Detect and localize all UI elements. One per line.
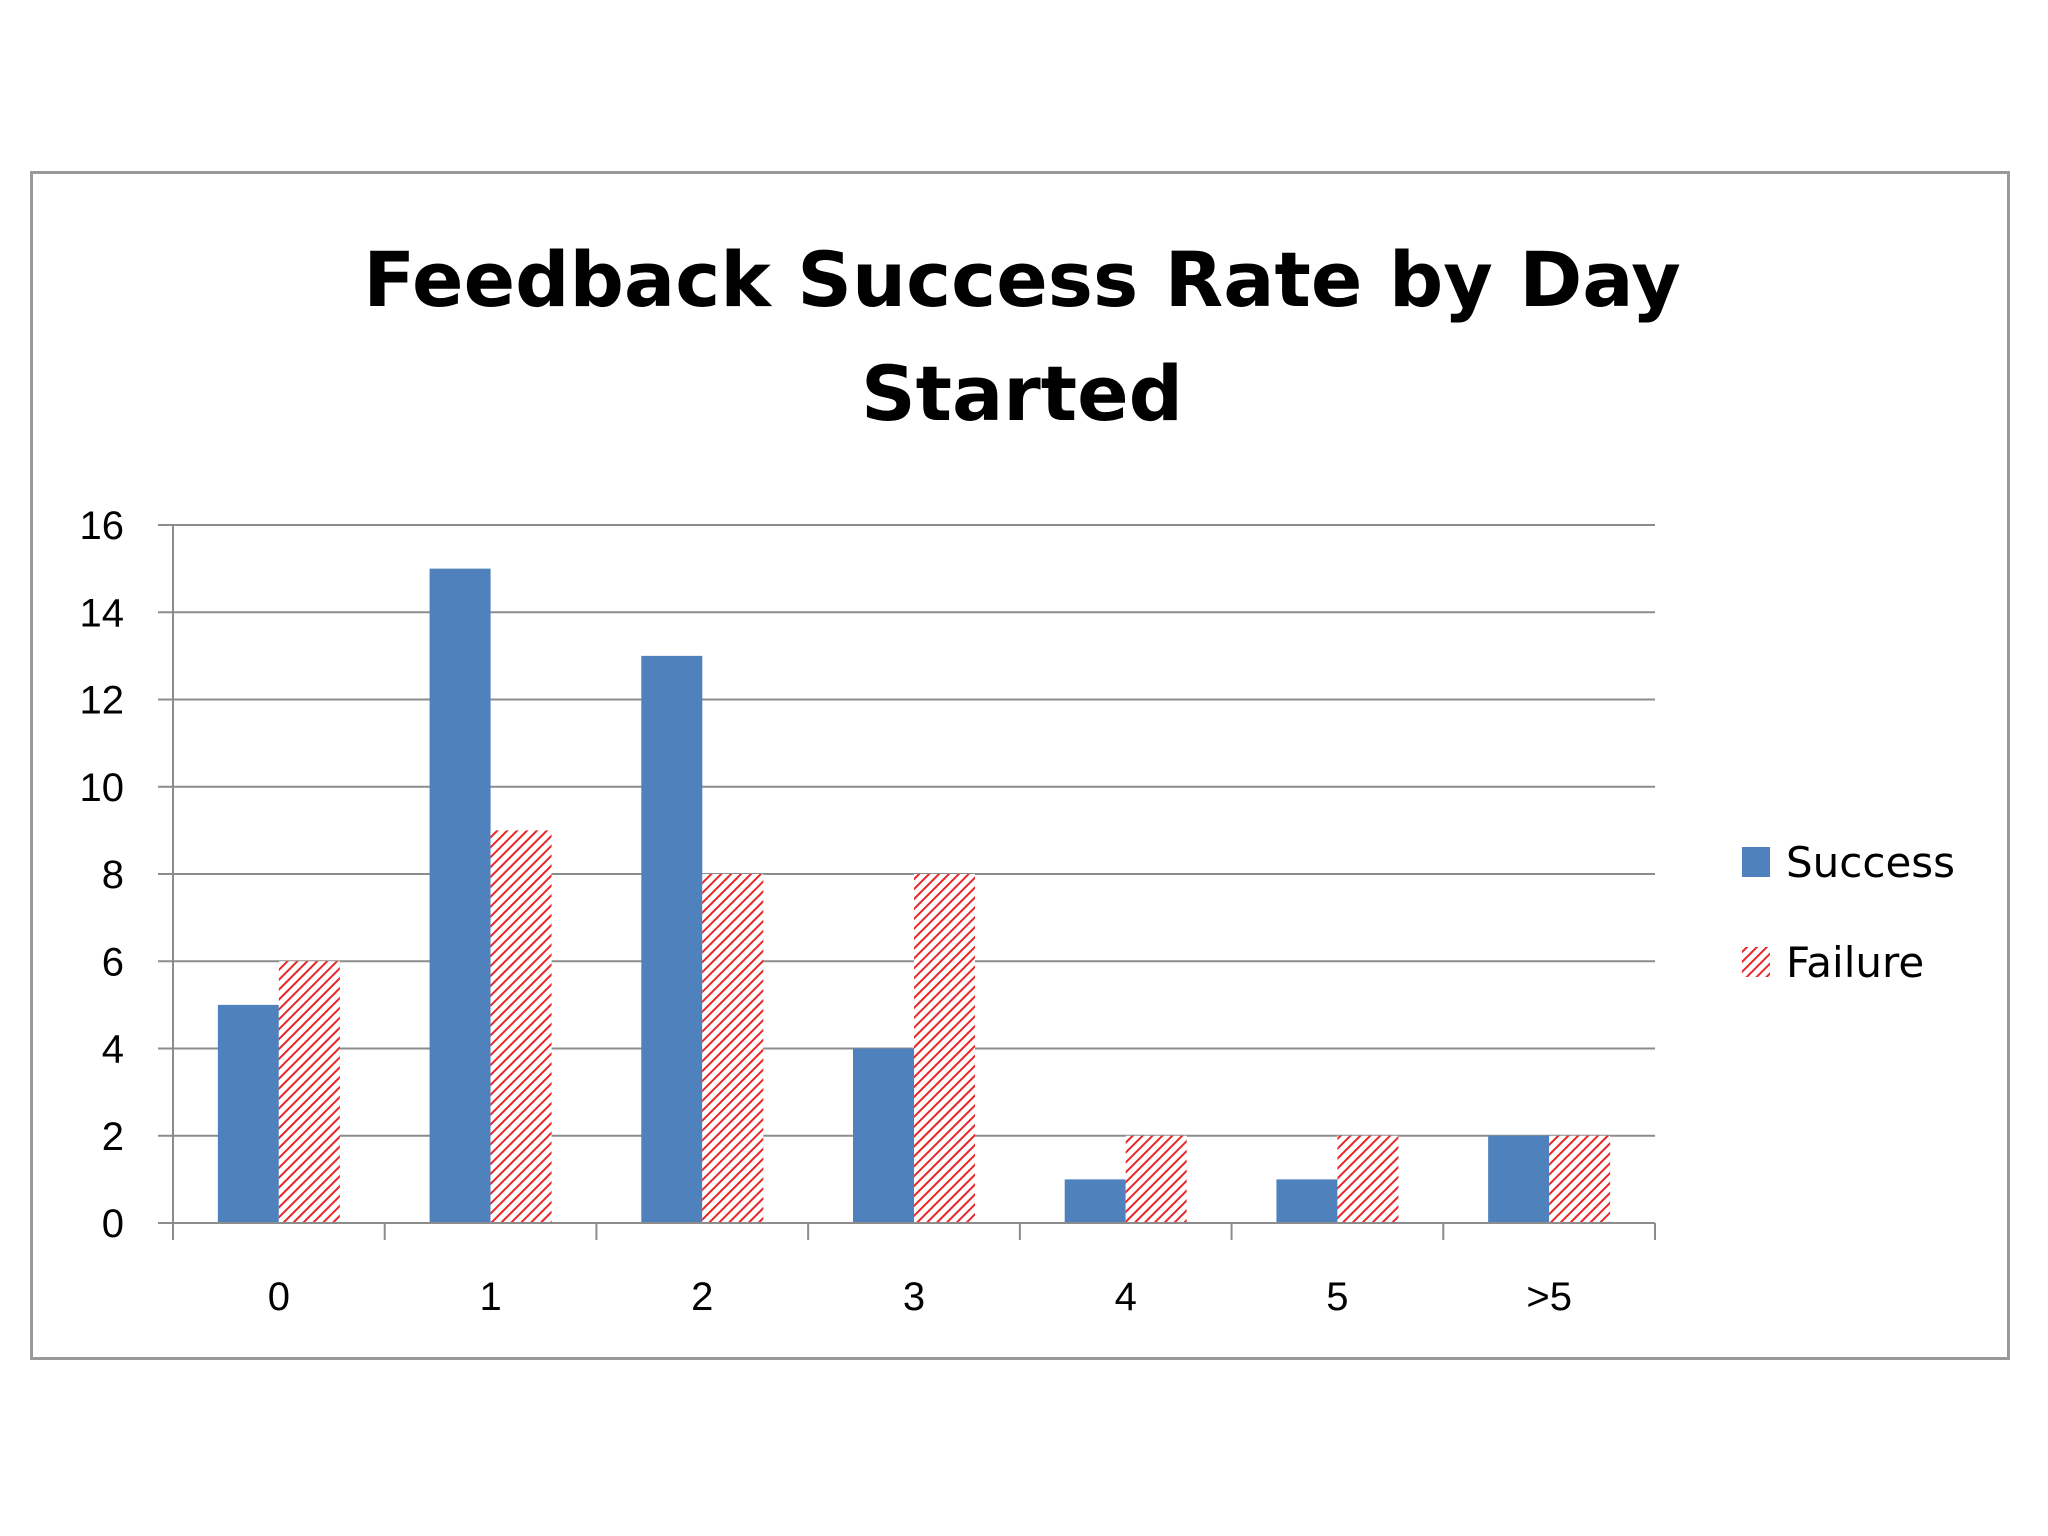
bar-failure->5	[1549, 1135, 1611, 1223]
bar-failure-3	[914, 874, 975, 1223]
chart-title-line-2: Started	[861, 349, 1183, 438]
y-tick-label: 8	[102, 853, 124, 897]
legend-swatch-failure	[1742, 947, 1770, 977]
bar-failure-4	[1125, 1135, 1187, 1223]
x-tick-label: 3	[903, 1275, 925, 1319]
legend-swatch-success	[1742, 847, 1770, 877]
bar-failure-0	[278, 961, 340, 1223]
bar-success-5	[1276, 1179, 1338, 1223]
chart-title-line-1: Feedback Success Rate by Day	[363, 235, 1681, 324]
y-tick-label: 0	[102, 1202, 124, 1246]
legend-label-failure: Failure	[1786, 938, 1924, 987]
x-tick-label: 0	[268, 1275, 290, 1319]
bars	[217, 568, 1611, 1223]
bar-success-2	[641, 655, 703, 1223]
bar-success-4	[1064, 1179, 1126, 1223]
bar-success->5	[1488, 1135, 1550, 1223]
y-tick-label: 12	[80, 679, 125, 723]
y-tick-label: 16	[80, 504, 125, 548]
x-tick-label: 2	[691, 1275, 713, 1319]
x-tick-label: 1	[479, 1275, 501, 1319]
bar-success-1	[429, 568, 491, 1223]
chart-frame	[30, 171, 2010, 1360]
x-tick-label: 4	[1115, 1275, 1137, 1319]
legend-label-success: Success	[1786, 838, 1955, 887]
gridlines	[158, 524, 1655, 1137]
y-tick-label: 10	[80, 766, 125, 810]
x-tick-label: >5	[1526, 1275, 1572, 1319]
y-tick-label: 14	[80, 591, 125, 635]
bar-failure-1	[490, 830, 552, 1223]
bar-success-3	[853, 1048, 914, 1223]
y-tick-label: 4	[102, 1028, 124, 1072]
bar-failure-5	[1337, 1135, 1399, 1223]
y-tick-label: 2	[102, 1115, 124, 1159]
bar-failure-2	[702, 874, 764, 1223]
legend: Success Failure	[1742, 838, 1955, 987]
x-tick-label: 5	[1326, 1275, 1348, 1319]
y-tick-label: 6	[102, 940, 124, 984]
bar-success-0	[217, 1004, 279, 1223]
